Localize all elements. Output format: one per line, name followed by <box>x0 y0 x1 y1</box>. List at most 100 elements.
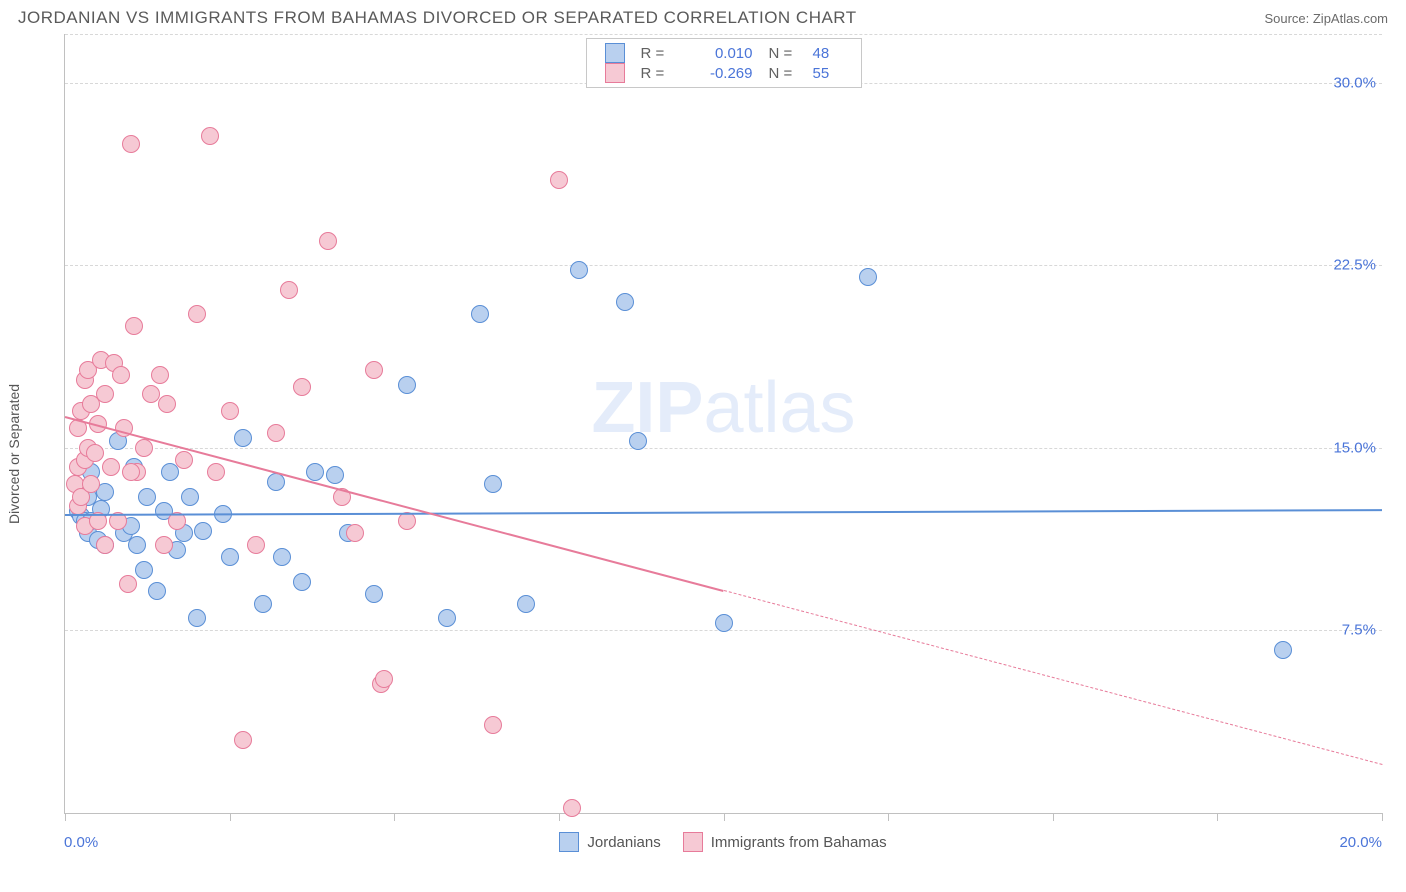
legend-label-0: Jordanians <box>587 834 660 851</box>
data-point <box>326 466 344 484</box>
legend-n-value-1: 55 <box>813 65 843 82</box>
data-point <box>221 402 239 420</box>
x-tick <box>1217 813 1218 821</box>
legend-r-value-0: 0.010 <box>685 45 753 62</box>
data-point <box>517 595 535 613</box>
y-tick-label: 15.0% <box>1333 439 1376 456</box>
data-point <box>96 536 114 554</box>
data-point <box>280 281 298 299</box>
data-point <box>247 536 265 554</box>
x-tick <box>1382 813 1383 821</box>
data-point <box>273 548 291 566</box>
data-point <box>293 573 311 591</box>
data-point <box>293 378 311 396</box>
data-point <box>306 463 324 481</box>
data-point <box>135 561 153 579</box>
legend-swatch-b1 <box>683 832 703 852</box>
data-point <box>122 463 140 481</box>
legend-n-value-0: 48 <box>813 45 843 62</box>
x-label-right: 20.0% <box>1339 834 1382 851</box>
legend-swatch-0 <box>605 43 625 63</box>
legend-label-1: Immigrants from Bahamas <box>711 834 887 851</box>
x-tick <box>230 813 231 821</box>
y-axis-label: Divorced or Separated <box>6 384 22 524</box>
gridline-h <box>65 265 1382 266</box>
data-point <box>138 488 156 506</box>
data-point <box>181 488 199 506</box>
data-point <box>148 582 166 600</box>
x-label-left: 0.0% <box>64 834 98 851</box>
watermark-bold: ZIP <box>591 368 703 448</box>
legend-r-label: R = <box>641 45 669 62</box>
legend-stats: R = 0.010 N = 48 R = -0.269 N = 55 <box>586 38 862 88</box>
data-point <box>142 385 160 403</box>
data-point <box>267 424 285 442</box>
data-point <box>119 575 137 593</box>
y-tick-label: 22.5% <box>1333 257 1376 274</box>
legend-row-0: R = 0.010 N = 48 <box>605 43 843 63</box>
gridline-h <box>65 34 1382 35</box>
x-tick <box>394 813 395 821</box>
data-point <box>175 451 193 469</box>
trend-line <box>65 509 1382 516</box>
data-point <box>438 609 456 627</box>
data-point <box>365 361 383 379</box>
data-point <box>201 127 219 145</box>
x-tick <box>724 813 725 821</box>
data-point <box>859 268 877 286</box>
trend-line <box>723 590 1382 765</box>
y-tick-label: 30.0% <box>1333 74 1376 91</box>
data-point <box>207 463 225 481</box>
legend-item-1: Immigrants from Bahamas <box>683 832 887 852</box>
legend-n-label: N = <box>769 45 797 62</box>
legend-row-1: R = -0.269 N = 55 <box>605 63 843 83</box>
legend-swatch-b0 <box>559 832 579 852</box>
chart-title: JORDANIAN VS IMMIGRANTS FROM BAHAMAS DIV… <box>18 8 857 28</box>
watermark-thin: atlas <box>703 368 855 448</box>
data-point <box>96 385 114 403</box>
source-label: Source: ZipAtlas.com <box>1264 11 1388 26</box>
data-point <box>194 522 212 540</box>
data-point <box>112 366 130 384</box>
data-point <box>221 548 239 566</box>
data-point <box>563 799 581 817</box>
legend-item-0: Jordanians <box>559 832 660 852</box>
data-point <box>135 439 153 457</box>
data-point <box>188 305 206 323</box>
data-point <box>398 376 416 394</box>
data-point <box>125 317 143 335</box>
data-point <box>155 536 173 554</box>
legend-series: Jordanians Immigrants from Bahamas <box>64 832 1382 852</box>
x-tick <box>1053 813 1054 821</box>
legend-swatch-1 <box>605 63 625 83</box>
legend-n-label: N = <box>769 65 797 82</box>
data-point <box>471 305 489 323</box>
x-tick <box>559 813 560 821</box>
data-point <box>128 536 146 554</box>
data-point <box>365 585 383 603</box>
data-point <box>375 670 393 688</box>
data-point <box>1274 641 1292 659</box>
data-point <box>158 395 176 413</box>
data-point <box>319 232 337 250</box>
data-point <box>715 614 733 632</box>
data-point <box>550 171 568 189</box>
data-point <box>102 458 120 476</box>
data-point <box>151 366 169 384</box>
data-point <box>484 475 502 493</box>
chart-container: Divorced or Separated ZIPatlas R = 0.010… <box>18 34 1388 874</box>
data-point <box>234 731 252 749</box>
gridline-h <box>65 448 1382 449</box>
data-point <box>234 429 252 447</box>
data-point <box>616 293 634 311</box>
data-point <box>86 444 104 462</box>
data-point <box>188 609 206 627</box>
plot-area: ZIPatlas R = 0.010 N = 48 R = -0.269 N =… <box>64 34 1382 814</box>
data-point <box>570 261 588 279</box>
data-point <box>484 716 502 734</box>
data-point <box>346 524 364 542</box>
legend-r-label: R = <box>641 65 669 82</box>
x-tick <box>888 813 889 821</box>
data-point <box>254 595 272 613</box>
legend-r-value-1: -0.269 <box>685 65 753 82</box>
